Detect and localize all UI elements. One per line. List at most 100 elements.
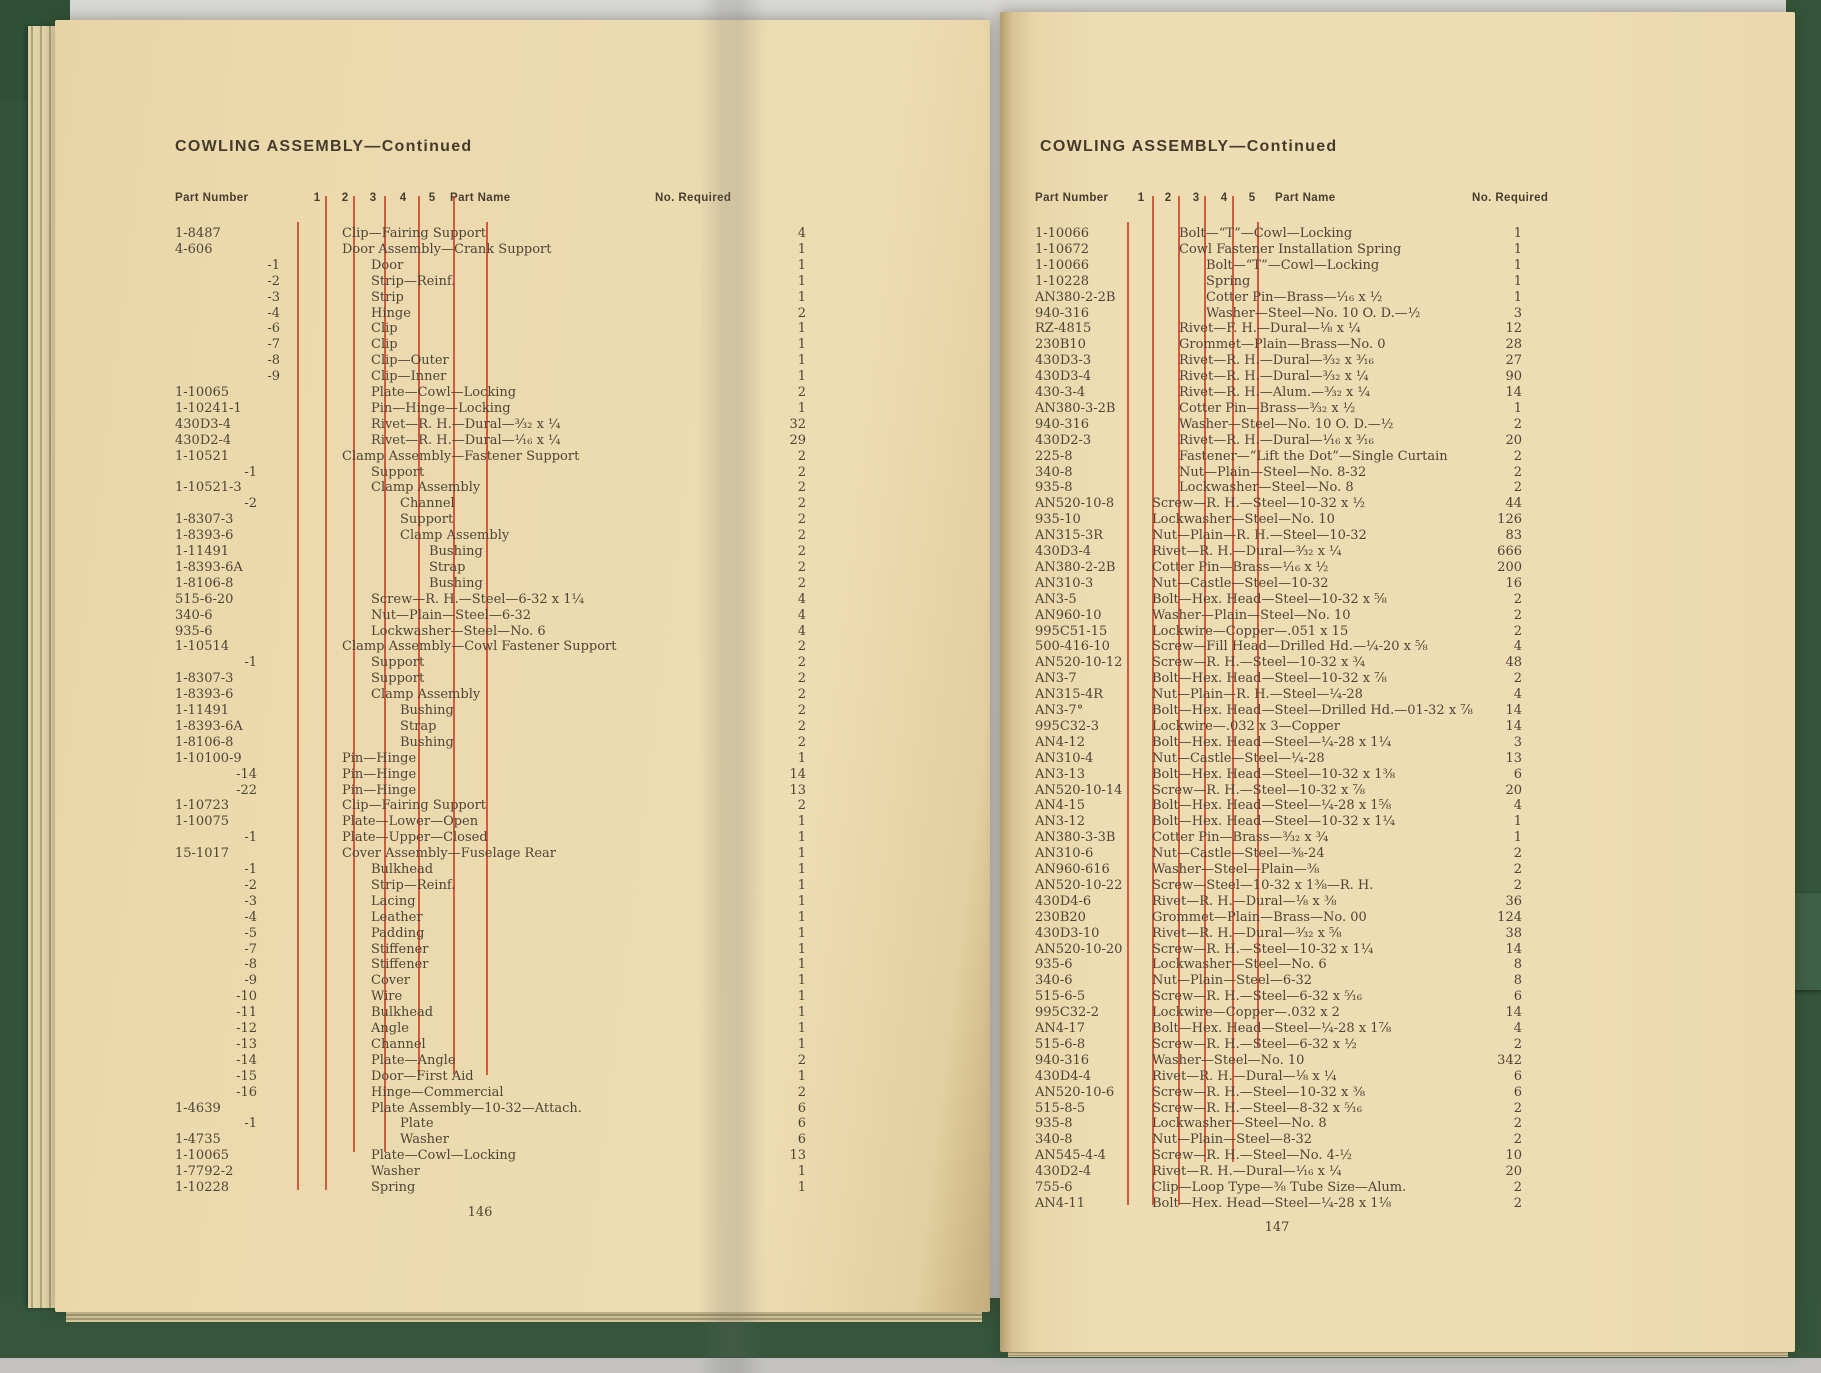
qty-required-cell: 1 — [797, 846, 806, 862]
qty-required-cell: 2 — [797, 1052, 806, 1068]
qty-required-cell: 4 — [1513, 639, 1522, 655]
part-number-cell: -1 — [244, 862, 257, 877]
part-row: -1 Bulkhead 1 — [55, 862, 990, 878]
qty-required-cell: 2 — [1513, 1036, 1522, 1052]
indenture-rule-line — [1204, 196, 1206, 1162]
part-row: AN380-3-2B Cotter Pin—Brass—³⁄₃₂ x ½ 1 — [1000, 401, 1795, 417]
column-header-no-required: No. Required — [655, 192, 732, 204]
indenture-column-1: 1 — [313, 192, 321, 204]
part-name-cell: Rivet—R. H.—Alum.—³⁄₃₂ x ¼ — [1179, 385, 1371, 400]
part-name-cell: Door—First Aid — [371, 1068, 474, 1084]
indenture-rule-line — [384, 196, 386, 1152]
part-number-cell: AN380-3-2B — [1035, 400, 1116, 416]
part-number-cell: AN380-2-2B — [1035, 559, 1116, 575]
qty-required-cell: 3 — [1513, 305, 1522, 321]
part-row: 4-606 Door Assembly—Crank Support 1 — [55, 242, 990, 258]
part-row: -7 Clip 1 — [55, 337, 990, 353]
part-number-cell: 1-10066 — [1035, 226, 1090, 241]
indenture-column-1: 1 — [1137, 192, 1145, 204]
part-number-cell: -2 — [244, 877, 257, 893]
part-name-cell: Cover — [371, 973, 411, 989]
indenture-rule-line — [1127, 222, 1129, 1205]
part-row: 340-6 Nut—Plain—Steel—6-32 4 — [55, 608, 990, 624]
part-name-cell: Clip—Inner — [371, 369, 447, 385]
part-number-cell: -14 — [236, 1052, 257, 1068]
part-number-cell: -1 — [267, 257, 280, 273]
indenture-rule-line — [353, 196, 355, 1152]
part-name-cell: Clamp Assembly—Cowl Fastener Support — [342, 639, 617, 655]
part-name-cell: Bolt—Hex. Head—Steel—¼-28 x 1¼ — [1152, 734, 1392, 750]
part-name-cell: Plate—Lower—Open — [342, 814, 479, 830]
part-row: -13 Channel 1 — [55, 1037, 990, 1053]
qty-required-cell: 16 — [1505, 575, 1522, 591]
part-row: 340-6 Nut—Plain—Steel—6-32 8 — [1000, 973, 1795, 989]
part-row: AN380-2-2B Cotter Pin—Brass—¹⁄₁₆ x ½ 200 — [1000, 560, 1795, 576]
part-number-cell: 515-8-5 — [1035, 1100, 1086, 1116]
qty-required-cell: 2 — [797, 496, 806, 512]
part-row: 340-8 Nut—Plain—Steel—8-32 2 — [1000, 1132, 1795, 1148]
part-row: 15-1017 Cover Assembly—Fuselage Rear 1 — [55, 846, 990, 862]
part-number-cell: -2 — [244, 496, 257, 512]
part-number-cell: 1-4639 — [175, 1100, 221, 1116]
part-row: AN3-7° Bolt—Hex. Head—Steel—Drilled Hd.—0… — [1000, 703, 1795, 719]
qty-required-cell: 14 — [1505, 1005, 1522, 1021]
indenture-column-4: 4 — [399, 192, 407, 204]
part-name-cell: Channel — [371, 1036, 426, 1052]
part-number-cell: 940-316 — [1035, 1052, 1090, 1068]
part-row: RZ-4815 Rivet—F. H.—Dural—⅛ x ¼ 12 — [1000, 321, 1795, 337]
qty-required-cell: 4 — [1513, 1021, 1522, 1036]
part-name-cell: Lacing — [371, 893, 416, 909]
part-name-cell: Cotter Pin—Brass—¹⁄₁₆ x ½ — [1206, 289, 1383, 305]
qty-required-cell: 1 — [797, 321, 806, 337]
part-number-cell: 1-7792-2 — [175, 1164, 234, 1180]
qty-required-cell: 2 — [797, 671, 806, 687]
qty-required-cell: 28 — [1505, 337, 1522, 353]
qty-required-cell: 2 — [1513, 846, 1522, 862]
part-row: 1-11491 Bushing 2 — [55, 544, 990, 560]
qty-required-cell: 1 — [797, 1021, 806, 1036]
qty-required-cell: 6 — [797, 1100, 806, 1116]
qty-required-cell: 1 — [797, 893, 806, 909]
qty-required-cell: 14 — [1505, 703, 1522, 718]
part-name-cell: Strip—Reinf. — [371, 877, 456, 893]
part-row: AN3-12 Bolt—Hex. Head—Steel—10-32 x 1¼ 1 — [1000, 814, 1795, 830]
column-header-part-number: Part Number — [1035, 192, 1109, 204]
part-row: AN520-10-20 Screw—R. H.—Steel—10-32 x 1¼ 1… — [1000, 942, 1795, 958]
part-row: 430D4-6 Rivet—R. H.—Dural—⅛ x ⅜ 36 — [1000, 894, 1795, 910]
part-name-cell: Bushing — [400, 734, 454, 750]
qty-required-cell: 4 — [797, 607, 806, 623]
part-number-cell: AN520-10-14 — [1035, 782, 1123, 798]
part-number-cell: 1-11491 — [175, 544, 230, 559]
part-name-cell: Support — [400, 512, 454, 528]
part-number-cell: -10 — [236, 989, 257, 1005]
section-title: COWLING ASSEMBLY—Continued — [1040, 138, 1338, 155]
part-name-cell: Nut—Castle—Steel—⅜-24 — [1152, 846, 1325, 862]
qty-required-cell: 2 — [797, 544, 806, 559]
qty-required-cell: 2 — [1513, 671, 1522, 687]
part-name-cell: Screw—R. H.—Steel—10-32 x ¾ — [1152, 655, 1366, 671]
qty-required-cell: 10 — [1505, 1148, 1522, 1164]
part-number-cell: 500-416-10 — [1035, 639, 1110, 655]
part-number-cell: 935-8 — [1035, 1116, 1073, 1132]
qty-required-cell: 1 — [797, 830, 806, 846]
qty-required-cell: 8 — [1513, 957, 1522, 973]
qty-required-cell: 6 — [1513, 1084, 1522, 1100]
part-name-cell: Bolt—Hex. Head—Steel—10-32 x 1⅜ — [1152, 766, 1396, 782]
part-number-cell: 340-8 — [1035, 1132, 1073, 1148]
indenture-column-5: 5 — [1248, 192, 1256, 204]
qty-required-cell: 6 — [1513, 1068, 1522, 1084]
qty-required-cell: 1 — [797, 257, 806, 273]
part-name-cell: Stiffener — [371, 957, 429, 973]
part-number-cell: AN3-5 — [1035, 591, 1077, 607]
part-name-cell: Pin—Hinge — [342, 750, 417, 766]
qty-required-cell: 14 — [789, 766, 806, 782]
part-row: -1 Support 2 — [55, 655, 990, 671]
qty-required-cell: 2 — [797, 639, 806, 655]
part-name-cell: Lockwasher—Steel—No. 8 — [1179, 480, 1354, 496]
part-name-cell: Strap — [400, 718, 437, 734]
part-row: 1-10521 Clamp Assembly—Fastener Support 2 — [55, 449, 990, 465]
part-row: 1-10075 Plate—Lower—Open 1 — [55, 814, 990, 830]
qty-required-cell: 32 — [789, 416, 806, 432]
indenture-rule-line — [325, 196, 327, 1190]
